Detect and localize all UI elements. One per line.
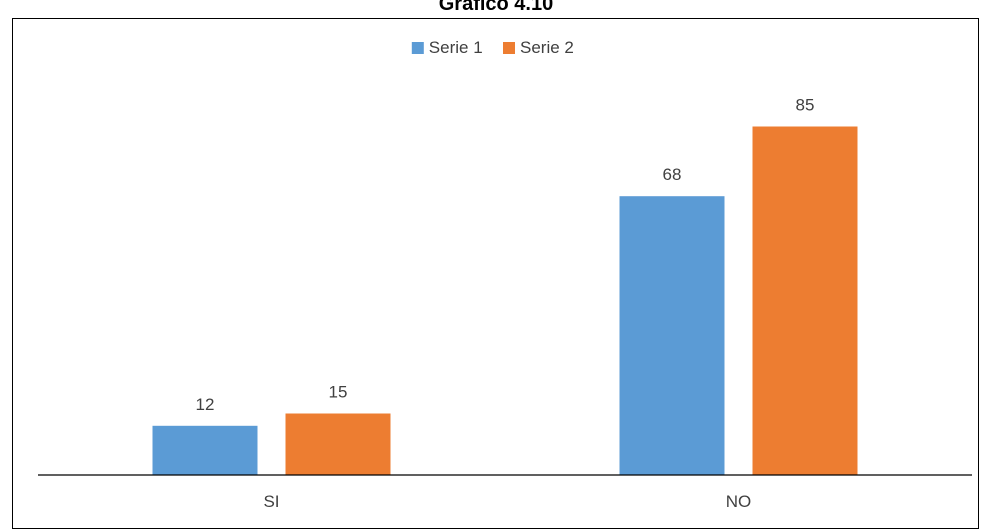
legend-label-series-2: Serie 2 bbox=[520, 38, 574, 57]
data-label-no-series-2: 85 bbox=[796, 96, 815, 115]
category-label-no: NO bbox=[726, 492, 752, 511]
data-label-si-series-2: 15 bbox=[329, 383, 348, 402]
category-labels-group: SI NO bbox=[263, 492, 751, 511]
chart-title: Grafico 4.10 bbox=[438, 0, 554, 15]
legend-swatch-series-2 bbox=[503, 42, 515, 54]
bar-no-series-1 bbox=[619, 196, 725, 475]
data-label-si-series-1: 12 bbox=[196, 395, 215, 414]
legend-label-series-1: Serie 1 bbox=[429, 38, 483, 57]
bar-no-series-2 bbox=[752, 126, 858, 475]
bars-group bbox=[152, 126, 858, 475]
bar-si-series-2 bbox=[285, 413, 391, 475]
data-labels-group: 12 15 68 85 bbox=[196, 96, 815, 414]
bar-si-series-1 bbox=[152, 425, 258, 475]
category-label-si: SI bbox=[263, 492, 279, 511]
data-label-no-series-1: 68 bbox=[663, 165, 682, 184]
legend: Serie 1 Serie 2 bbox=[411, 38, 574, 57]
legend-swatch-series-1 bbox=[411, 42, 424, 54]
